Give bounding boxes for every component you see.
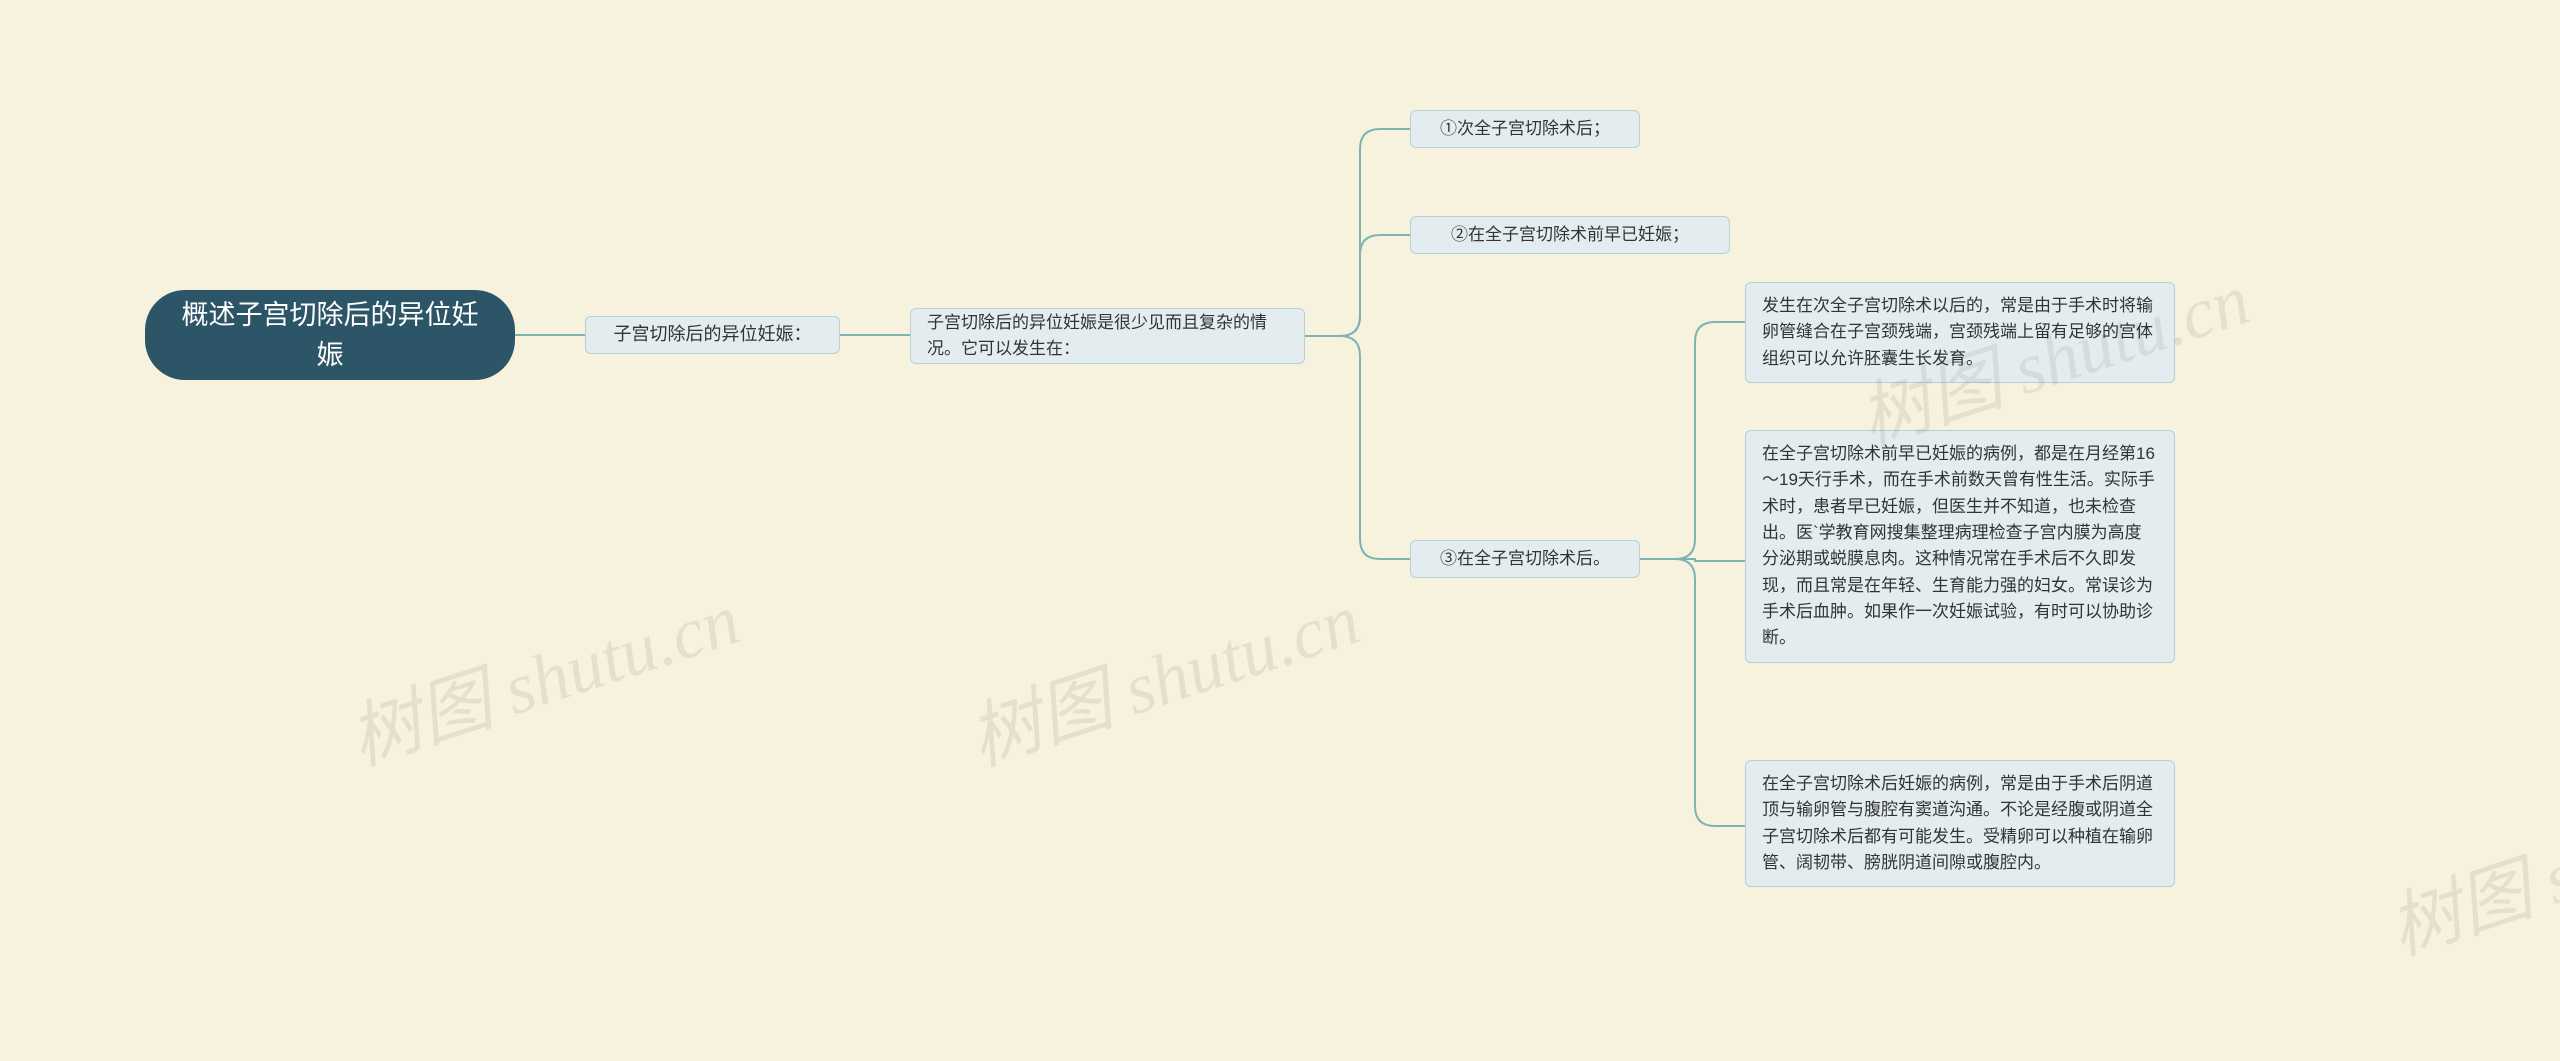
mindmap-node-level1[interactable]: 子宫切除后的异位妊娠：: [585, 316, 840, 354]
mindmap-detail-2[interactable]: 在全子宫切除术前早已妊娠的病例，都是在月经第16～19天行手术，而在手术前数天曾…: [1745, 430, 2175, 663]
node-label: 发生在次全子宫切除术以后的，常是由于手术时将输卵管缝合在子宫颈残端，宫颈残端上留…: [1762, 293, 2158, 372]
node-label: 子宫切除后的异位妊娠：: [614, 321, 812, 349]
watermark: 树图 shutu.cn: [2374, 750, 2560, 975]
mindmap-leaf-1[interactable]: ①次全子宫切除术后；: [1410, 110, 1640, 148]
mindmap-node-level2[interactable]: 子宫切除后的异位妊娠是很少见而且复杂的情况。它可以发生在：: [910, 308, 1305, 364]
node-label: 在全子宫切除术前早已妊娠的病例，都是在月经第16～19天行手术，而在手术前数天曾…: [1762, 441, 2158, 652]
watermark: 树图 shutu.cn: [954, 560, 1371, 785]
node-label: ③在全子宫切除术后。: [1440, 546, 1610, 572]
mindmap-leaf-2[interactable]: ②在全子宫切除术前早已妊娠；: [1410, 216, 1730, 254]
mindmap-detail-1[interactable]: 发生在次全子宫切除术以后的，常是由于手术时将输卵管缝合在子宫颈残端，宫颈残端上留…: [1745, 282, 2175, 383]
node-label: 在全子宫切除术后妊娠的病例，常是由于手术后阴道顶与输卵管与腹腔有窦道沟通。不论是…: [1762, 771, 2158, 876]
root-label: 概述子宫切除后的异位妊娠: [177, 295, 483, 376]
mindmap-connectors: [0, 0, 2560, 1061]
node-label: 子宫切除后的异位妊娠是很少见而且复杂的情况。它可以发生在：: [927, 310, 1288, 363]
watermark: 树图 shutu.cn: [334, 560, 751, 785]
node-label: ①次全子宫切除术后；: [1440, 116, 1610, 142]
mindmap-detail-3[interactable]: 在全子宫切除术后妊娠的病例，常是由于手术后阴道顶与输卵管与腹腔有窦道沟通。不论是…: [1745, 760, 2175, 887]
node-label: ②在全子宫切除术前早已妊娠；: [1451, 222, 1689, 248]
mindmap-leaf-3[interactable]: ③在全子宫切除术后。: [1410, 540, 1640, 578]
mindmap-root-node[interactable]: 概述子宫切除后的异位妊娠: [145, 290, 515, 380]
